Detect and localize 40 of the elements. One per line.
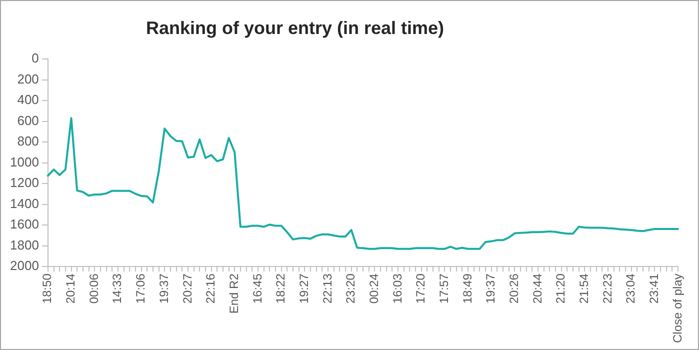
x-tick-label: 23:20	[344, 273, 358, 304]
y-tick-label: 1800	[10, 237, 39, 252]
x-tick-label: 20:26	[506, 273, 521, 304]
x-tick-label: Close of play	[670, 274, 684, 344]
x-tick-label: 22:13	[320, 273, 334, 304]
x-tick-label: 20:44	[530, 273, 544, 304]
x-tick-label: 21:20	[554, 273, 568, 304]
x-tick-label: End R2	[226, 273, 241, 314]
x-tick-label: 20:14	[64, 273, 78, 304]
x-tick-label: 23:41	[646, 273, 661, 304]
x-tick-label: 00:06	[86, 273, 101, 304]
x-tick-label: 16:03	[390, 273, 404, 304]
x-tick-label: 17:20	[414, 273, 428, 304]
y-tick-label: 1000	[10, 154, 39, 170]
x-tick-label: 00:24	[366, 273, 381, 304]
x-tick-label: 17:57	[436, 273, 451, 304]
x-tick-label: 19:27	[296, 273, 311, 304]
x-tick-label: 23:04	[624, 273, 638, 304]
y-tick-label: 2000	[10, 258, 39, 274]
chart-title: Ranking of your entry (in real time)	[146, 18, 444, 38]
x-tick-label: 17:06	[134, 273, 148, 304]
y-tick-label: 1400	[10, 196, 39, 211]
x-tick-label: 22:23	[600, 273, 614, 304]
x-tick-label: 20:27	[180, 273, 194, 304]
x-tick-label: 18:50	[40, 273, 54, 304]
x-tick-label: 18:22	[274, 273, 288, 304]
x-tick-label: 18:49	[460, 273, 474, 304]
x-tick-label: 21:54	[576, 273, 591, 304]
y-tick-label: 1600	[10, 216, 39, 232]
x-tick-label: 16:45	[250, 273, 264, 304]
x-tick-label: 19:37	[156, 273, 171, 304]
y-tick-label: 200	[17, 71, 39, 86]
y-tick-label: 800	[17, 134, 39, 149]
x-tick-label: 19:37	[484, 273, 498, 304]
x-tick-label: 22:16	[204, 273, 218, 304]
y-tick-label: 0	[32, 50, 39, 66]
x-tick-label: 14:33	[110, 273, 124, 304]
y-tick-label: 1200	[10, 175, 39, 190]
y-tick-label: 600	[17, 112, 39, 128]
y-tick-label: 400	[17, 92, 39, 108]
